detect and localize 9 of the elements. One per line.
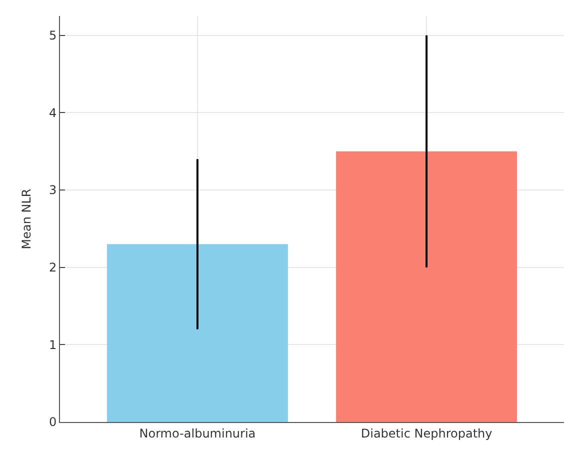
y-tick-label: 5: [48, 28, 57, 43]
y-axis-title: Mean NLR: [19, 188, 34, 250]
y-tick-label: 2: [48, 260, 57, 275]
y-tick-label: 4: [48, 106, 57, 120]
y-tick-label: 3: [48, 183, 57, 198]
x-tick-label: Diabetic Nephropathy: [360, 426, 492, 440]
y-tick-label: 1: [48, 338, 57, 352]
y-tick-label: 0: [48, 415, 57, 430]
x-tick-label: Normo-albuminuria: [139, 426, 256, 440]
